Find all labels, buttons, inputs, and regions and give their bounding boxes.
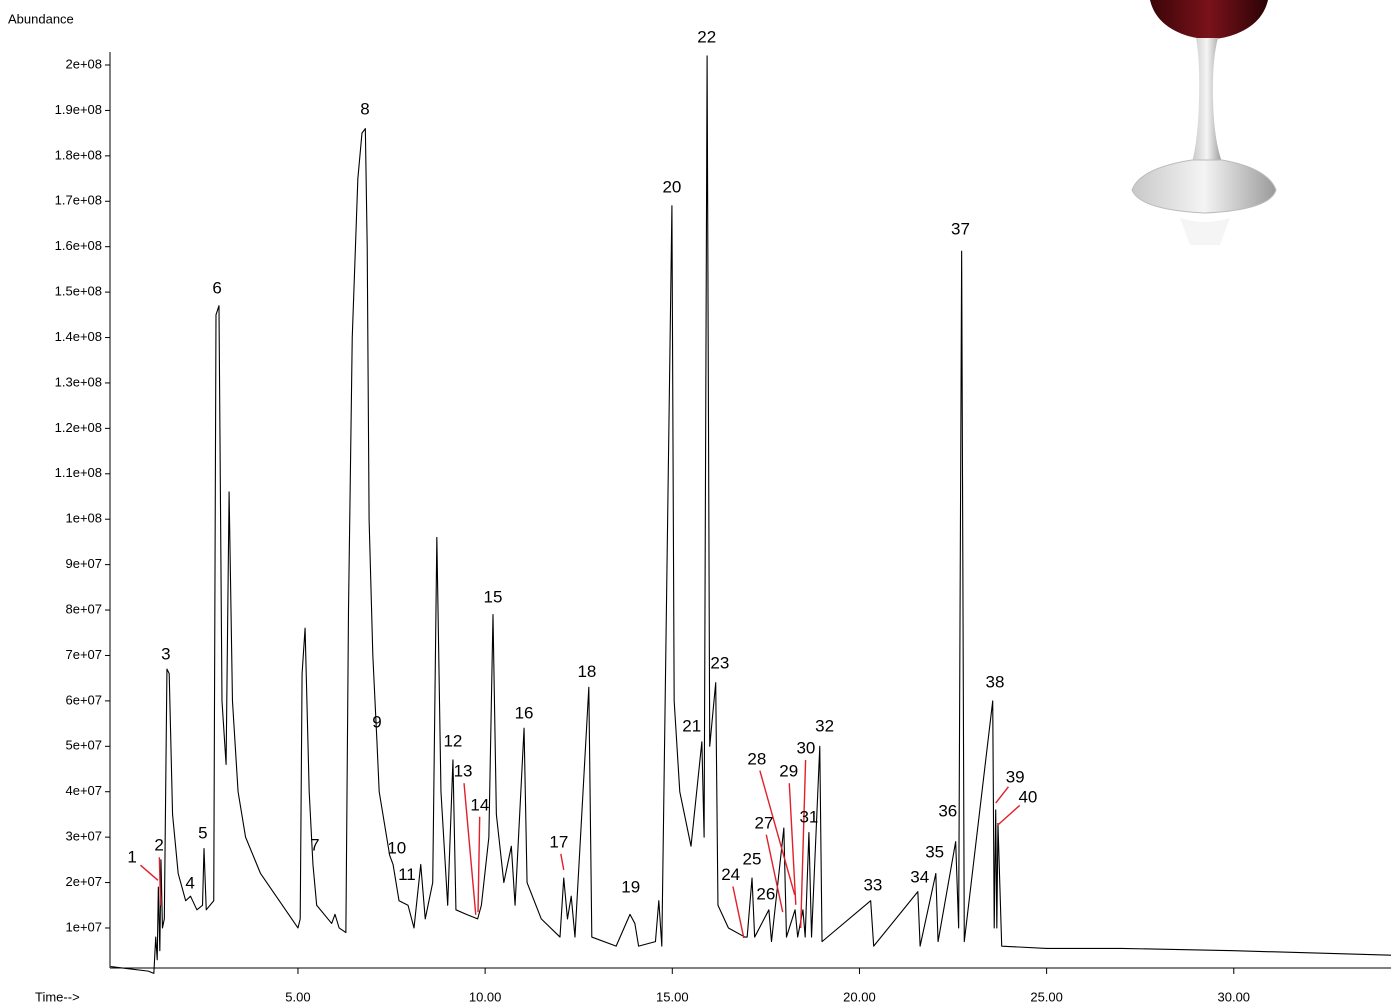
- peak-label: 33: [863, 876, 882, 895]
- y-tick-label: 1.9e+08: [55, 102, 102, 117]
- peak-label: 19: [621, 877, 640, 896]
- peak-label: 10: [387, 838, 406, 857]
- chromatogram-trace: [110, 55, 1391, 974]
- peak-label: 18: [577, 662, 596, 681]
- peak-label: 27: [755, 813, 774, 832]
- y-tick-label: 1.1e+08: [55, 465, 102, 480]
- y-tick-label: 1.8e+08: [55, 147, 102, 162]
- peak-label: 22: [697, 28, 716, 47]
- peak-label: 32: [815, 717, 834, 736]
- peak-label: 24: [721, 865, 740, 884]
- peak-label: 26: [756, 884, 775, 903]
- peak-label: 20: [662, 178, 681, 197]
- y-tick-label: 1.7e+08: [55, 193, 102, 208]
- x-tick-label: 5.00: [285, 989, 310, 1004]
- x-tick-label: 20.00: [843, 989, 876, 1004]
- peak-label: 4: [185, 873, 194, 892]
- y-tick-label: 5e+07: [65, 738, 102, 753]
- y-tick-label: 1.6e+08: [55, 238, 102, 253]
- x-tick-label: 30.00: [1218, 989, 1251, 1004]
- peak-leader-line: [158, 857, 162, 906]
- peak-label: 1: [127, 848, 136, 867]
- peak-label: 5: [198, 823, 207, 842]
- peak-leader-line: [759, 770, 796, 896]
- x-axis-label: Time-->: [35, 989, 80, 1004]
- y-tick-label: 2e+08: [65, 56, 102, 71]
- y-axis-label: Abundance: [8, 11, 74, 26]
- peak-leader-line: [560, 853, 565, 870]
- peak-leader-line: [799, 760, 807, 929]
- peak-label: 28: [747, 749, 766, 768]
- peak-label: 16: [515, 704, 534, 723]
- peak-label: 39: [1006, 768, 1025, 787]
- glass-bowl: [1150, 0, 1268, 39]
- x-tick-label: 10.00: [469, 989, 502, 1004]
- peak-leader-line: [995, 786, 1009, 804]
- peak-label: 35: [925, 843, 944, 862]
- y-tick-label: 1.2e+08: [55, 420, 102, 435]
- peak-leader-line: [477, 816, 481, 913]
- peak-label: 6: [212, 278, 221, 297]
- peak-leader-line: [765, 834, 784, 913]
- y-tick-label: 6e+07: [65, 692, 102, 707]
- peak-leader-line: [732, 886, 745, 939]
- y-tick-label: 1e+08: [65, 511, 102, 526]
- peak-label: 8: [360, 99, 369, 118]
- peak-label: 21: [682, 717, 701, 736]
- peak-label: 17: [549, 833, 568, 852]
- y-tick-label: 7e+07: [65, 647, 102, 662]
- peak-label: 40: [1018, 788, 1037, 807]
- y-tick-label: 2e+07: [65, 874, 102, 889]
- peak-label: 34: [910, 868, 929, 887]
- peak-label: 25: [743, 849, 762, 868]
- peak-label: 15: [484, 587, 503, 606]
- y-tick-label: 1.5e+08: [55, 284, 102, 299]
- peak-label: 12: [443, 732, 462, 751]
- peak-leader-line: [997, 804, 1021, 826]
- peak-leader-line: [788, 783, 797, 905]
- peak-label: 29: [779, 762, 798, 781]
- y-tick-label: 3e+07: [65, 829, 102, 844]
- y-tick-label: 1.3e+08: [55, 374, 102, 389]
- peak-label: 31: [799, 808, 818, 827]
- peak-label: 36: [938, 802, 957, 821]
- peak-label: 13: [454, 762, 473, 781]
- peak-leader-line: [463, 783, 477, 915]
- x-tick-label: 25.00: [1030, 989, 1063, 1004]
- y-tick-label: 1.4e+08: [55, 329, 102, 344]
- y-tick-label: 9e+07: [65, 556, 102, 571]
- peak-leader-line: [140, 864, 159, 881]
- wine-glass-illustration: [1131, 0, 1277, 245]
- glass-stem: [1192, 38, 1222, 162]
- peak-label: 7: [310, 836, 319, 855]
- y-tick-label: 4e+07: [65, 783, 102, 798]
- y-tick-label: 1e+07: [65, 919, 102, 934]
- peak-label: 30: [796, 739, 815, 758]
- peak-label: 3: [161, 644, 170, 663]
- peak-label: 38: [986, 673, 1005, 692]
- peak-label: 14: [470, 795, 489, 814]
- x-tick-label: 15.00: [656, 989, 689, 1004]
- peak-label: 37: [951, 219, 970, 238]
- peak-label: 9: [372, 713, 381, 732]
- glass-base: [1131, 159, 1277, 214]
- peak-label: 11: [398, 865, 416, 884]
- peak-label: 2: [154, 836, 163, 855]
- glass-reflection: [1180, 218, 1230, 245]
- peak-label: 23: [710, 654, 729, 673]
- y-tick-label: 8e+07: [65, 601, 102, 616]
